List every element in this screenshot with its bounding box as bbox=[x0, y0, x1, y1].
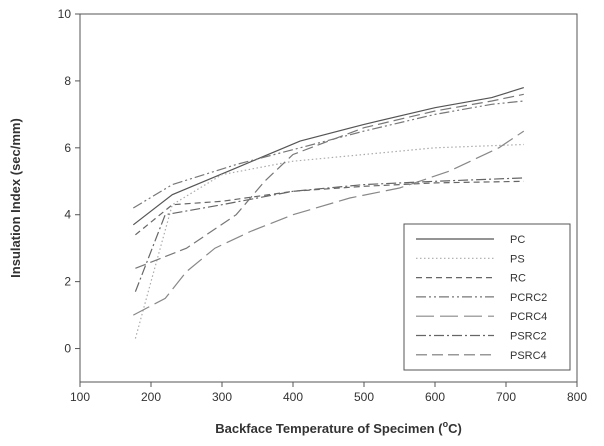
legend-label-pcrc4: PCRC4 bbox=[510, 311, 547, 323]
x-tick-label: 500 bbox=[354, 390, 374, 404]
x-tick-label: 200 bbox=[141, 390, 161, 404]
plot-area-frame bbox=[79, 13, 578, 383]
series-line-pcrc2 bbox=[132, 100, 524, 209]
x-tick-label: 100 bbox=[70, 390, 90, 404]
y-tick-label: 0 bbox=[64, 342, 71, 356]
legend-label-rc: RC bbox=[510, 273, 526, 285]
series-line-pcrc4 bbox=[133, 130, 525, 316]
y-axis-title: Insulation Index (sec/mm) bbox=[8, 118, 23, 278]
x-tick-label: 700 bbox=[496, 390, 516, 404]
legend: PC PS RC PCRC2 PCRC4 PSRC2 PSRC4 bbox=[416, 234, 547, 362]
axis-ticks: 100 200 300 400 500 600 700 800 0 2 4 6 8 10 bbox=[58, 7, 588, 404]
series-line-rc bbox=[135, 180, 524, 236]
series-line-psrc4 bbox=[135, 93, 524, 269]
legend-label-pc: PC bbox=[510, 234, 525, 246]
y-tick-label: 8 bbox=[64, 74, 71, 88]
x-axis-title: Backface Temperature of Specimen (oC) bbox=[215, 419, 462, 436]
x-axis-title-tail: C) bbox=[448, 421, 462, 436]
legend-label-psrc2: PSRC2 bbox=[510, 331, 547, 343]
legend-label-pcrc2: PCRC2 bbox=[510, 292, 547, 304]
legend-label-psrc4: PSRC4 bbox=[510, 350, 547, 362]
data-series bbox=[132, 87, 525, 339]
x-tick-label: 800 bbox=[567, 390, 587, 404]
y-tick-label: 2 bbox=[64, 275, 71, 289]
y-tick-label: 4 bbox=[64, 208, 71, 222]
series-line-ps bbox=[134, 143, 524, 339]
y-tick-label: 6 bbox=[64, 141, 71, 155]
x-tick-label: 600 bbox=[425, 390, 445, 404]
legend-label-ps: PS bbox=[510, 253, 525, 265]
x-axis-title-superscript: o bbox=[443, 419, 449, 429]
x-tick-label: 400 bbox=[283, 390, 303, 404]
x-axis-title-main: Backface Temperature of Specimen ( bbox=[215, 421, 443, 436]
series-line-pc bbox=[132, 87, 524, 226]
x-tick-label: 300 bbox=[212, 390, 232, 404]
y-tick-label: 10 bbox=[58, 7, 72, 21]
series-line-psrc2 bbox=[134, 177, 524, 292]
